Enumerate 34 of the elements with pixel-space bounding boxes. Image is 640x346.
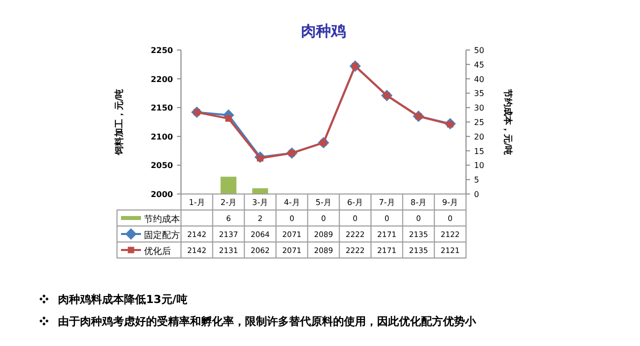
x-tick-label: 3-月	[252, 198, 268, 207]
y2-tick-label: 50	[474, 46, 484, 55]
y-axis-title: 饲料加工，元/吨	[114, 88, 125, 156]
text: 由于肉种鸡考虑好的受精率和孵化率，限制许多替代原料的使用，因此优化配方优势小	[58, 315, 477, 328]
y2-tick-label: 20	[474, 132, 484, 142]
legend-label: 固定配方	[144, 230, 180, 241]
y2-tick-label: 40	[474, 74, 484, 84]
y2-tick-label: 35	[474, 89, 484, 98]
x-tick-label: 6-月	[347, 198, 364, 207]
y2-tick-label: 30	[474, 104, 484, 113]
y2-tick-label: 25	[474, 118, 484, 127]
x-tick-label: 5-月	[316, 198, 332, 207]
legend-label: 节约成本	[144, 214, 180, 225]
y-tick-label: 2150	[150, 104, 174, 113]
y-tick-label: 2250	[150, 46, 174, 55]
y-tick-label: 2050	[150, 161, 174, 170]
legend-label: 优化后	[144, 246, 171, 257]
y2-tick-label: 5	[474, 176, 480, 185]
x-tick-label: 1-月	[188, 198, 205, 207]
y-tick-label: 2200	[150, 74, 174, 84]
y2-tick-label: 45	[474, 60, 484, 70]
y2-axis-title: 节约成本，元/吨	[502, 88, 513, 156]
text: 肉种鸡料成本降低13元/吨	[58, 293, 188, 306]
y-tick-label: 2000	[150, 190, 174, 199]
x-tick-label: 9-月	[442, 198, 458, 207]
y-tick-label: 2100	[150, 132, 174, 142]
x-tick-label: 8-月	[410, 198, 426, 207]
y2-tick-label: 15	[474, 146, 484, 156]
x-tick-label: 2-月	[220, 198, 236, 207]
x-tick-label: 4-月	[284, 198, 300, 207]
chart-title: 肉种鸡	[301, 22, 346, 40]
y2-tick-label: 10	[474, 161, 484, 170]
y2-tick-label: 0	[474, 190, 480, 199]
x-tick-label: 7-月	[378, 198, 395, 207]
